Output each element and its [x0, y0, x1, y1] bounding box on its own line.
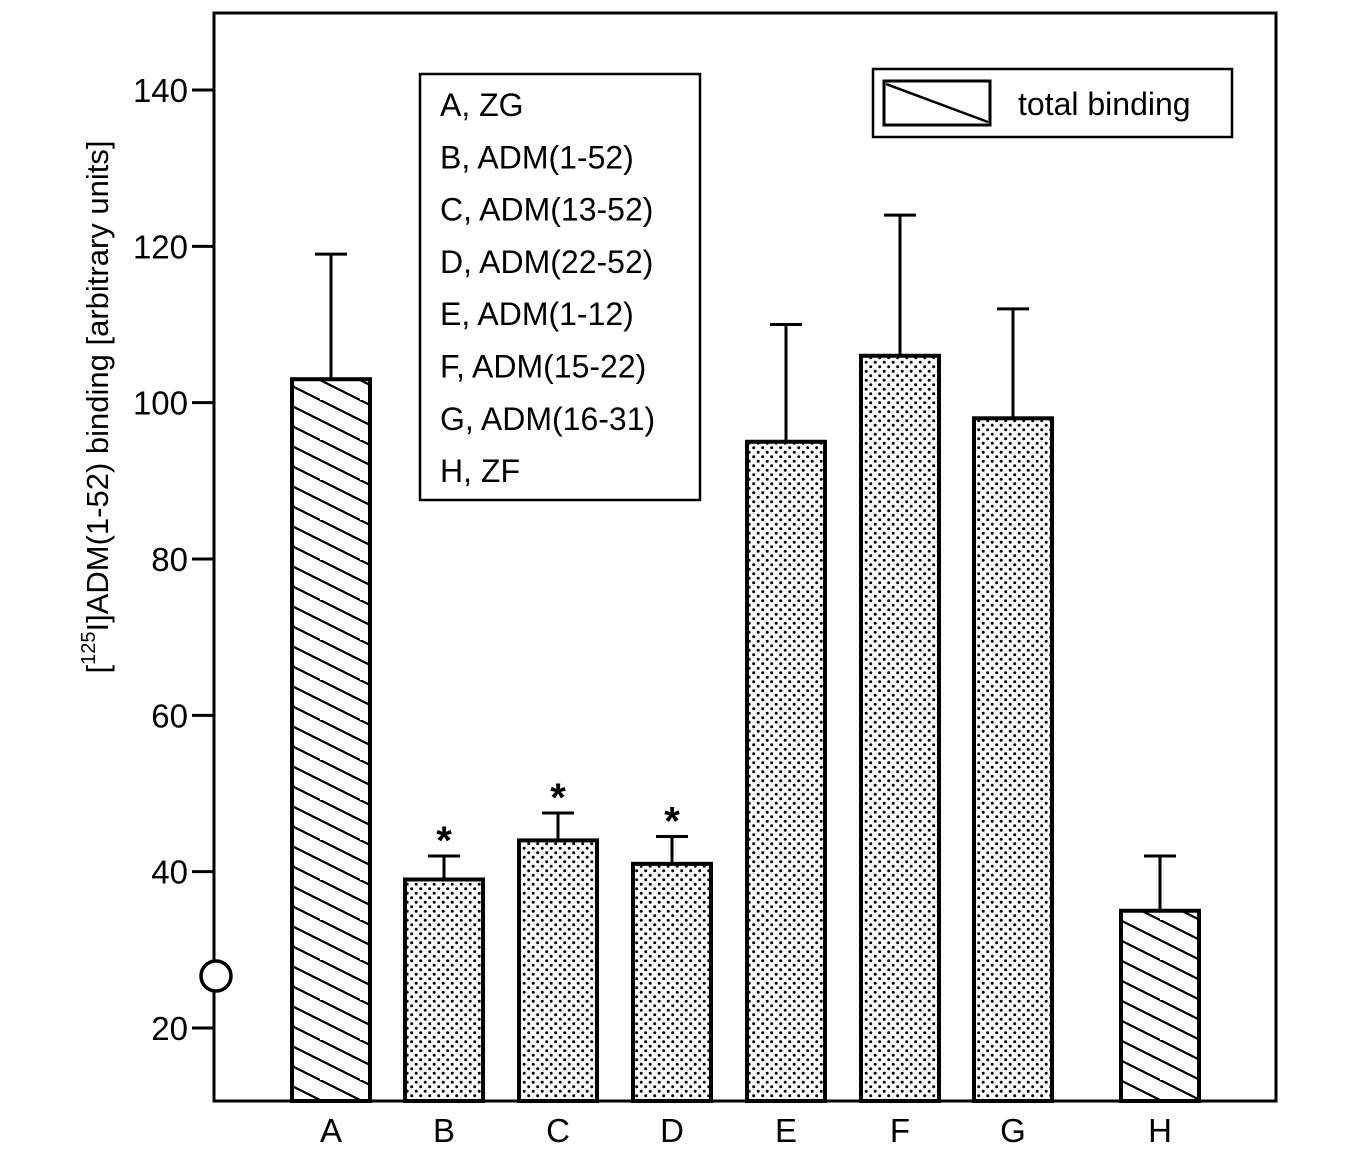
pattern-legend: total binding: [871, 67, 1234, 139]
significance-star-C: *: [550, 776, 566, 820]
x-axis-labels: A B C D E F G H: [320, 1112, 1172, 1149]
bar-H: [1119, 908, 1201, 1103]
bar-E: [745, 439, 827, 1103]
y-tick-label-140: 140: [133, 72, 188, 109]
legend-item: A, ZG: [440, 87, 524, 123]
y-tick-label-80: 80: [151, 541, 188, 578]
x-tick-label-C: C: [546, 1112, 570, 1149]
legend-item: D, ADM(22-52): [440, 244, 653, 280]
x-tick-label-F: F: [890, 1112, 910, 1149]
bar-B: [403, 877, 485, 1103]
axis-break-marker: [199, 959, 233, 993]
y-axis-label: [125I]ADM(1-52) binding [arbitrary units…: [78, 140, 115, 673]
x-tick-label-H: H: [1148, 1112, 1172, 1149]
y-tick-label-60: 60: [151, 697, 188, 734]
bar-F: [859, 353, 941, 1103]
y-axis: 20 40 60 80 100 120 140: [133, 72, 214, 1047]
bar-G: [972, 416, 1054, 1103]
pattern-legend-swatch-hatch: [885, 82, 989, 124]
bars: * * *: [290, 213, 1201, 1104]
y-axis-label-bracket: [: [80, 665, 115, 674]
x-tick-label-D: D: [660, 1112, 684, 1149]
bar-D: [631, 861, 713, 1103]
legend-item: F, ADM(15-22): [440, 349, 646, 385]
legend-item: G, ADM(16-31): [440, 401, 655, 437]
significance-star-D: *: [664, 799, 680, 843]
x-tick-label-A: A: [320, 1112, 342, 1149]
legend-item: E, ADM(1-12): [440, 296, 634, 332]
category-legend: A, ZG B, ADM(1-52) C, ADM(13-52) D, ADM(22-…: [418, 72, 702, 502]
bar-A: [290, 377, 372, 1103]
y-tick-label-40: 40: [151, 854, 188, 891]
y-axis-label-superscript: 125: [78, 632, 100, 665]
legend-item: C, ADM(13-52): [440, 192, 653, 228]
y-tick-label-120: 120: [133, 228, 188, 265]
x-tick-label-E: E: [775, 1112, 797, 1149]
category-legend-box: [418, 72, 702, 502]
bar-C: [517, 838, 599, 1104]
legend-item: H, ZF: [440, 453, 520, 489]
legend-item: B, ADM(1-52): [440, 139, 634, 175]
y-tick-label-100: 100: [133, 385, 188, 422]
significance-star-B: *: [436, 819, 452, 863]
pattern-legend-label: total binding: [1018, 86, 1191, 122]
y-tick-label-20: 20: [151, 1010, 188, 1047]
x-tick-label-G: G: [1000, 1112, 1026, 1149]
y-axis-label-text: I]ADM(1-52) binding [arbitrary units]: [80, 140, 115, 631]
x-tick-label-B: B: [433, 1112, 455, 1149]
